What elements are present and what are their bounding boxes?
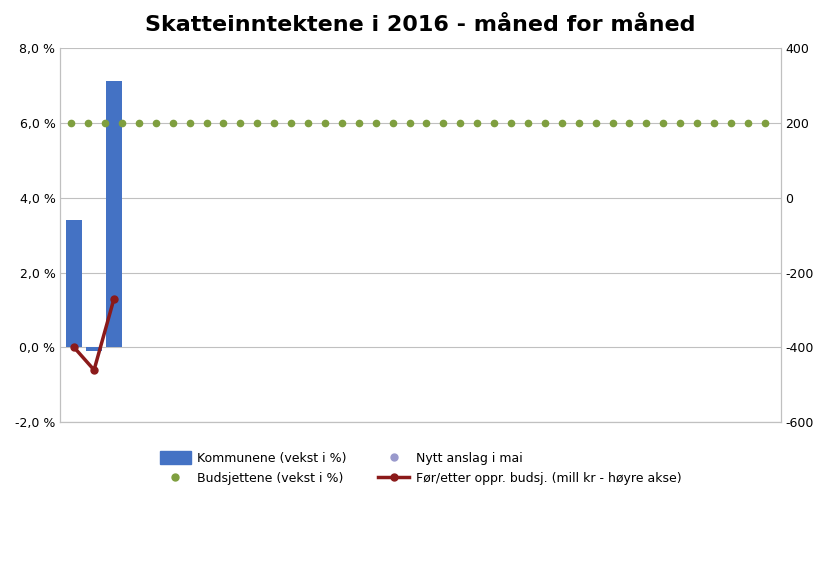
Bar — [86, 347, 102, 351]
Bar — [106, 81, 122, 347]
Bar — [66, 220, 82, 347]
Legend: Kommunene (vekst i %), Budsjettene (vekst i %), Nytt anslag i mai, Før/etter opp: Kommunene (vekst i %), Budsjettene (veks… — [153, 445, 686, 491]
Title: Skatteinntektene i 2016 - måned for måned: Skatteinntektene i 2016 - måned for måne… — [145, 15, 695, 35]
